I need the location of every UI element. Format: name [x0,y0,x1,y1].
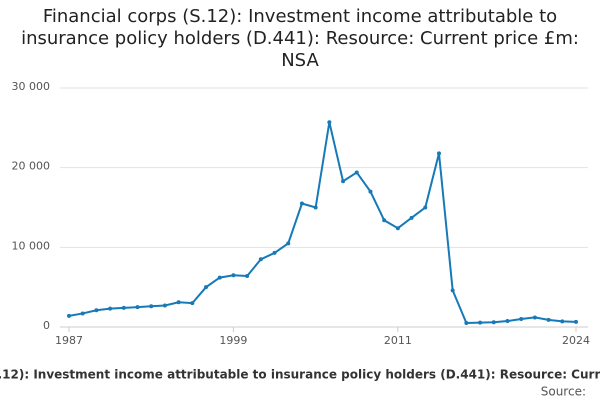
x-tick-label: 2011 [384,334,412,347]
data-point [80,311,85,316]
data-point [162,303,167,308]
data-point [121,305,126,310]
data-point [546,317,551,322]
data-point [341,179,346,184]
data-point [94,308,99,313]
data-point [532,315,537,320]
data-point [217,275,222,280]
chart-title: Financial corps (S.12): Investment incom… [21,6,579,71]
data-point [231,273,236,278]
x-tick-label: 1987 [55,334,83,347]
data-point [519,317,524,322]
data-point [313,205,318,210]
data-point [368,189,373,194]
legend-label: Financial corps (S.12): Investment incom… [0,368,600,382]
data-point [67,313,71,318]
data-point [423,205,428,210]
data-point [560,319,565,324]
data-point [574,319,578,324]
data-point [395,226,400,231]
data-point [354,170,359,175]
x-tick-label: 2024 [562,334,590,347]
data-point [436,151,441,156]
data-point [327,120,332,125]
data-point [108,306,113,311]
x-tick-label: 1999 [219,334,247,347]
data-point [450,288,455,293]
data-point [505,319,510,324]
data-point [135,305,140,310]
data-point [491,320,496,325]
data-point [204,285,209,290]
data-point [190,301,195,306]
source: Source: [541,385,586,399]
y-tick-label: 20 000 [12,160,51,173]
data-point [286,241,291,246]
y-tick-label: 30 000 [12,80,51,93]
data-point [258,257,263,262]
data-point [478,320,483,325]
data-point [409,215,414,220]
data-point [245,274,250,279]
data-point [176,300,181,305]
data-point [299,201,304,206]
y-tick-label: 0 [43,319,50,332]
series-line [68,122,577,325]
data-point [464,321,469,326]
data-point [149,304,154,309]
data-point [272,250,277,255]
y-tick-label: 10 000 [12,239,51,252]
data-point [382,218,387,223]
